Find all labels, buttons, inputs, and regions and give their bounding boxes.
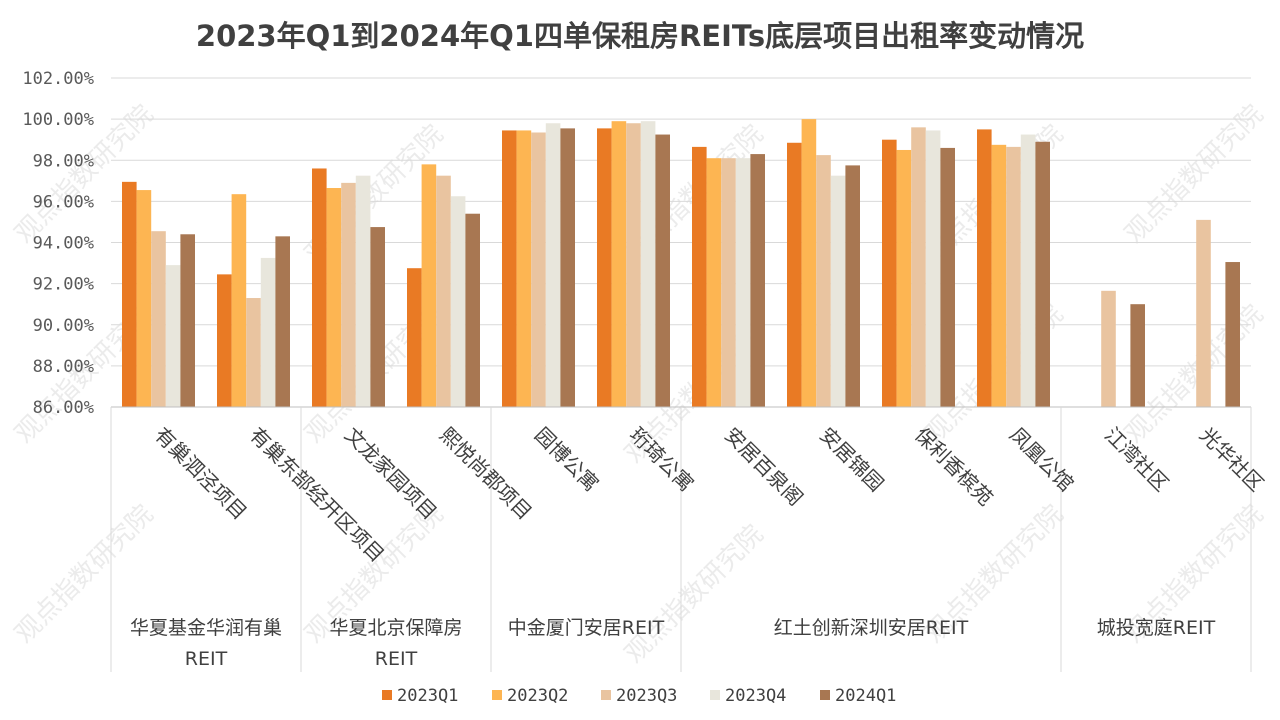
bar-2023Q4 [165, 265, 181, 407]
bars [122, 119, 1240, 408]
legend-label: 2023Q4 [725, 686, 786, 706]
watermark-text: 观点指数研究院 [1119, 99, 1269, 249]
bar-2023Q3 [626, 123, 641, 408]
bar-2023Q1 [312, 168, 327, 407]
bar-2023Q3 [816, 155, 831, 407]
x-category-label: 安居锦园 [815, 423, 889, 497]
bar-2023Q2 [896, 149, 912, 407]
x-category-label: 凤凰公馆 [1005, 423, 1079, 497]
x-category-label: 熙悦尚郡项目 [435, 423, 537, 525]
group-label: 城投宽庭REIT [1097, 617, 1216, 639]
bar-2023Q1 [977, 129, 992, 407]
bar-2024Q1 [750, 154, 765, 407]
bar-2023Q4 [450, 196, 466, 407]
bar-2024Q1 [560, 128, 575, 408]
group-label: 红土创新深圳安居REIT [774, 617, 969, 639]
bar-2023Q4 [260, 257, 276, 407]
y-tick-label: 94.00% [33, 234, 94, 254]
y-tick-label: 86.00% [33, 398, 94, 418]
x-category-label: 有巢泗泾项目 [150, 423, 252, 525]
bar-2023Q1 [692, 146, 707, 407]
y-tick-label: 92.00% [33, 275, 94, 295]
y-tick-label: 88.00% [33, 357, 94, 377]
bar-2023Q3 [436, 175, 451, 407]
bar-2023Q3 [1006, 146, 1021, 407]
bar-2023Q2 [421, 164, 437, 407]
bar-2023Q4 [640, 121, 656, 408]
watermark-text: 观点指数研究院 [619, 519, 769, 669]
y-tick-label: 100.00% [22, 110, 94, 130]
y-tick-label: 90.00% [33, 316, 94, 336]
bar-2023Q2 [801, 119, 817, 407]
bar-2023Q2 [231, 194, 247, 407]
chart-title: 2023年Q1到2024年Q1四单保租房REITs底层项目出租率变动情况 [196, 19, 1084, 53]
bar-2024Q1 [1035, 141, 1050, 407]
bar-2023Q4 [355, 175, 371, 407]
bar-2023Q2 [516, 130, 532, 407]
group-label: 中金厦门安居REIT [508, 617, 665, 639]
legend-label: 2024Q1 [835, 686, 896, 706]
bar-2023Q3 [341, 182, 356, 407]
bar-2023Q1 [407, 268, 422, 407]
bar-2023Q3 [721, 158, 736, 407]
bar-2023Q1 [787, 142, 802, 407]
y-axis: 86.00% 88.00% 90.00% 92.00% 94.00% 96.00% 98.0… [22, 69, 94, 418]
legend-swatch [492, 690, 502, 700]
x-category-label: 文龙家园项目 [340, 423, 442, 525]
bar-2023Q1 [597, 128, 612, 408]
x-category-label: 园博公寓 [530, 423, 604, 497]
bar-2023Q3 [1196, 219, 1211, 407]
legend-swatch [382, 690, 392, 700]
bar-2023Q3 [531, 132, 546, 407]
bar-2023Q2 [991, 144, 1007, 407]
bar-2024Q1 [180, 234, 195, 407]
bar-2023Q1 [882, 139, 897, 407]
bar-2023Q3 [1101, 290, 1116, 407]
x-category-label: 光华社区 [1195, 423, 1269, 497]
bar-2024Q1 [940, 147, 955, 407]
bar-2023Q3 [246, 298, 261, 407]
bar-2023Q4 [925, 130, 941, 407]
bar-2023Q4 [830, 175, 846, 407]
bar-2023Q2 [326, 188, 342, 407]
group-label: 华夏基金华润有巢 [130, 617, 282, 639]
legend-label: 2023Q2 [507, 686, 568, 706]
legend-swatch [820, 690, 830, 700]
group-label-line2: REIT [185, 648, 228, 670]
bar-2024Q1 [655, 134, 670, 407]
bar-2024Q1 [370, 227, 385, 407]
bar-2023Q1 [217, 274, 232, 407]
bar-2023Q2 [611, 121, 627, 408]
legend-label: 2023Q1 [397, 686, 458, 706]
legend: 2023Q1 2023Q2 2023Q3 2023Q4 2024Q1 [382, 686, 896, 706]
legend-label: 2023Q3 [616, 686, 677, 706]
bar-2023Q1 [502, 130, 517, 407]
bar-2024Q1 [1130, 304, 1145, 407]
bar-2023Q2 [136, 190, 152, 407]
x-category-label: 安居百泉阁 [720, 423, 808, 511]
legend-swatch [710, 690, 720, 700]
bar-2024Q1 [1225, 262, 1240, 407]
y-tick-label: 102.00% [22, 69, 94, 89]
y-tick-label: 98.00% [33, 151, 94, 171]
bar-2023Q4 [1020, 134, 1036, 407]
bar-2024Q1 [465, 213, 480, 407]
bar-2024Q1 [845, 165, 860, 407]
bar-2023Q2 [706, 158, 722, 407]
bar-2023Q4 [545, 123, 561, 408]
y-tick-label: 96.00% [33, 192, 94, 212]
legend-swatch [601, 690, 611, 700]
bar-2023Q3 [151, 231, 166, 407]
bar-2024Q1 [275, 236, 290, 407]
group-label: 华夏北京保障房 [329, 617, 462, 639]
bar-2023Q1 [122, 181, 137, 407]
bar-2023Q4 [735, 158, 751, 407]
group-label-line2: REIT [375, 648, 418, 670]
bar-2023Q3 [911, 127, 926, 407]
